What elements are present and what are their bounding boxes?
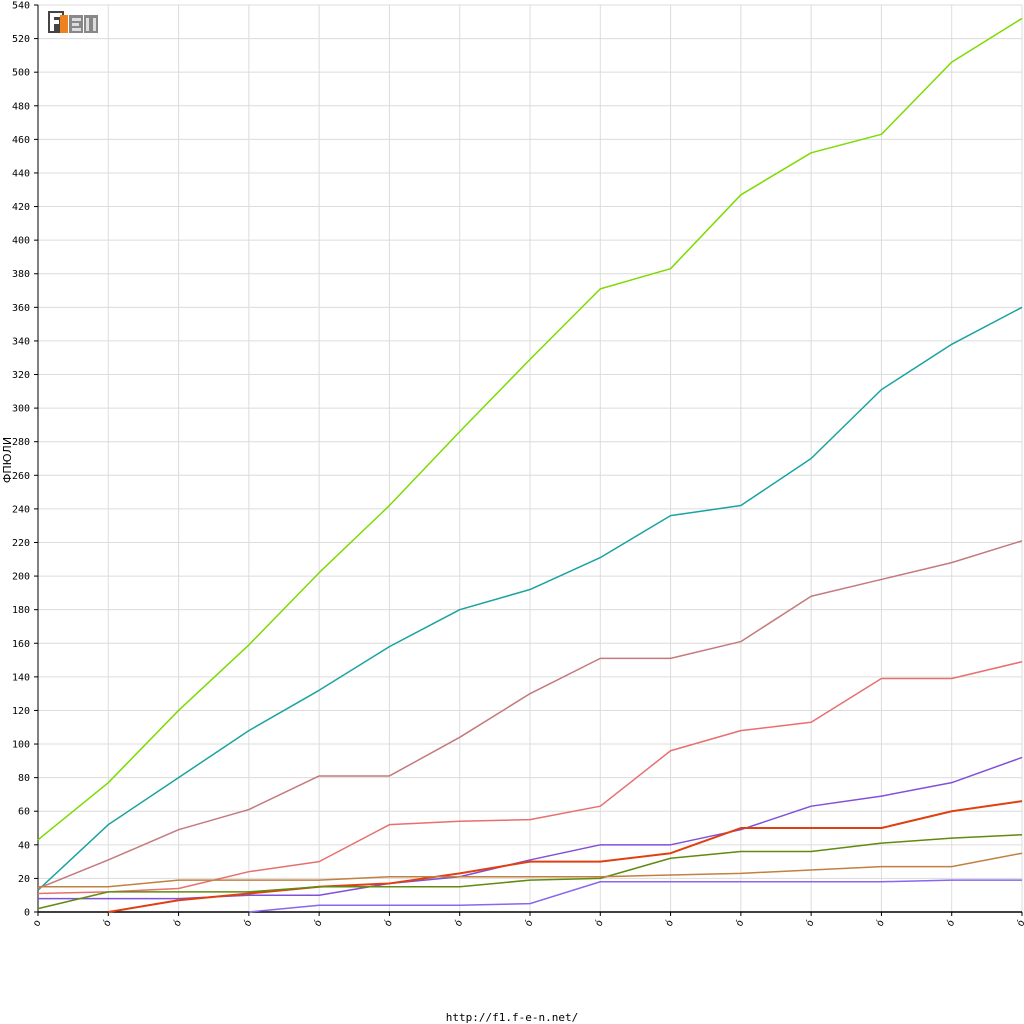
y-tick-label: 20 <box>18 874 30 885</box>
y-tick-label: 80 <box>18 773 30 784</box>
series-line-4 <box>37 661 1023 895</box>
y-tick-label: 360 <box>12 303 30 314</box>
x-tick-label: о́ <box>1014 918 1024 929</box>
y-tick-label: 340 <box>12 336 30 347</box>
series-line-7 <box>37 833 1023 910</box>
y-tick-label: 420 <box>12 202 30 213</box>
x-tick-label: о́ <box>874 918 887 929</box>
x-tick-label: o <box>31 918 44 929</box>
series-line-9 <box>248 879 1022 913</box>
series-line-3 <box>37 540 1023 890</box>
y-tick-label: 440 <box>12 168 30 179</box>
x-tick-label: о́ <box>311 918 324 929</box>
f1en-logo <box>48 9 100 35</box>
x-tick-label: о́ <box>241 918 254 929</box>
y-tick-label: 180 <box>12 605 30 616</box>
y-tick-label: 200 <box>12 572 30 583</box>
series-line-1 <box>37 17 1023 841</box>
series-line-2 <box>37 306 1023 891</box>
x-tick-label: о́ <box>452 918 465 929</box>
y-tick-label: 220 <box>12 538 30 549</box>
x-tick-label: о́ <box>382 918 395 929</box>
series-line-8 <box>38 852 1023 888</box>
y-tick-label: 380 <box>12 269 30 280</box>
x-tick-label: о́ <box>803 918 816 929</box>
y-tick-label: 160 <box>12 639 30 650</box>
y-tick-label: 500 <box>12 68 30 79</box>
y-tick-label: 320 <box>12 370 30 381</box>
x-tick-label: о́ <box>733 918 746 929</box>
series-lines <box>37 17 1023 913</box>
y-tick-label: 460 <box>12 135 30 146</box>
y-tick-label: 400 <box>12 236 30 247</box>
y-tick-label: 260 <box>12 471 30 482</box>
footer-url[interactable]: http://f1.f-e-n.net/ <box>445 1011 579 1024</box>
x-tick-label: о́ <box>592 918 605 929</box>
y-tick-label: 120 <box>12 706 30 717</box>
series-line-6 <box>108 800 1023 913</box>
y-tick-label: 520 <box>12 34 30 45</box>
x-tick-label: о́ <box>663 918 676 929</box>
x-tick-label: о́ <box>944 918 957 929</box>
y-tick-label: 540 <box>12 1 30 12</box>
y-tick-label: 60 <box>18 807 30 818</box>
y-tick-label: 100 <box>12 740 30 751</box>
y-tick-label: 280 <box>12 437 30 448</box>
grid <box>37 4 1023 913</box>
y-tick-label: 0 <box>24 908 30 919</box>
x-tick-label: о́ <box>522 918 535 929</box>
y-tick-label: 240 <box>12 504 30 515</box>
x-tick-label: о́ <box>171 918 184 929</box>
y-axis-title: ФПЮЛИ <box>1 437 14 483</box>
y-tick-label: 480 <box>12 101 30 112</box>
y-tick-label: 40 <box>18 840 30 851</box>
x-tick-label: о́ <box>100 918 113 929</box>
y-tick-label: 140 <box>12 672 30 683</box>
y-tick-label: 300 <box>12 404 30 415</box>
axes: 0 20 40 60 80 100 120 140 160 180 200 220 240 260 280 3… <box>12 1 1024 929</box>
